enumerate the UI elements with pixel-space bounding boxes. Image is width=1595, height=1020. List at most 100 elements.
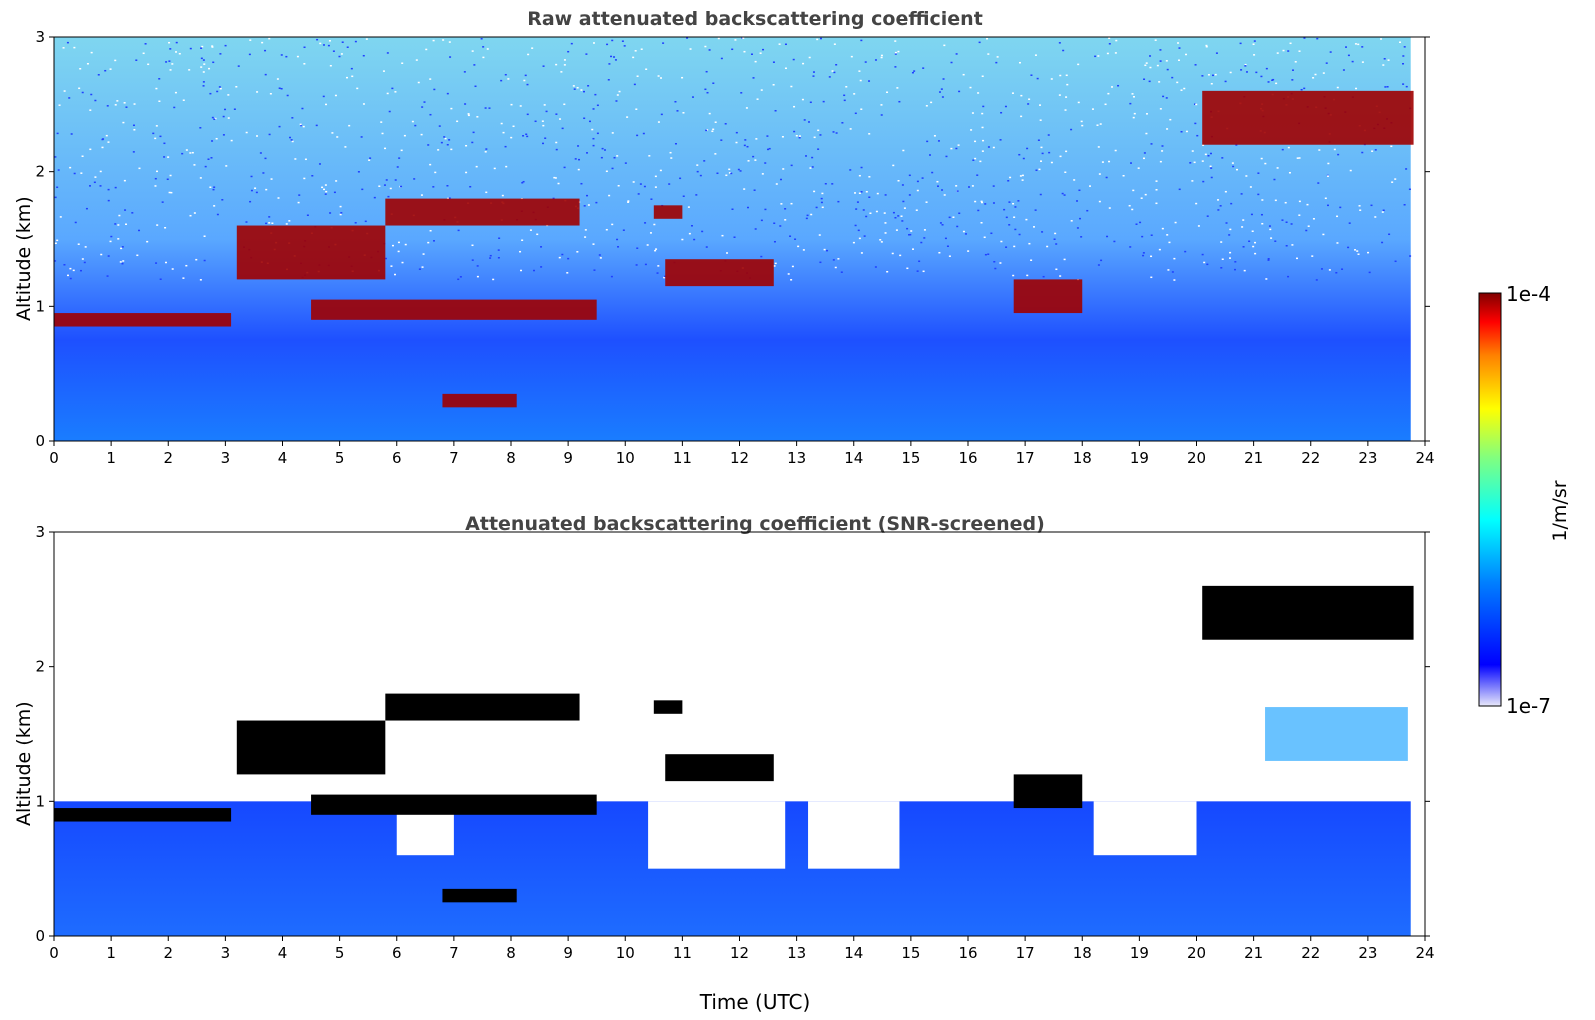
noise-speck bbox=[489, 254, 492, 257]
noise-speck bbox=[1014, 228, 1017, 231]
noise-speck bbox=[133, 129, 136, 131]
noise-speck bbox=[1026, 147, 1029, 150]
noise-speck bbox=[598, 254, 601, 256]
noise-speck bbox=[66, 41, 69, 44]
noise-speck bbox=[705, 70, 708, 73]
noise-speck bbox=[874, 266, 877, 268]
noise-speck bbox=[663, 276, 666, 279]
noise-speck bbox=[615, 100, 618, 102]
noise-speck bbox=[1287, 50, 1290, 52]
x-tick-label: 14 bbox=[844, 449, 863, 467]
noise-speck bbox=[566, 272, 569, 274]
noise-speck bbox=[1197, 225, 1200, 227]
noise-speck bbox=[72, 269, 75, 272]
noise-speck bbox=[642, 132, 645, 135]
noise-speck bbox=[268, 37, 271, 40]
noise-speck bbox=[212, 61, 215, 64]
noise-speck bbox=[1355, 87, 1358, 90]
noise-speck bbox=[754, 228, 757, 230]
noise-speck bbox=[790, 85, 793, 88]
noise-speck bbox=[277, 197, 280, 199]
noise-speck bbox=[202, 81, 205, 83]
noise-speck bbox=[212, 188, 215, 191]
noise-speck bbox=[542, 65, 545, 67]
noise-speck bbox=[1054, 232, 1057, 235]
noise-speck bbox=[132, 124, 135, 127]
noise-speck bbox=[369, 157, 372, 159]
noise-speck bbox=[335, 180, 338, 182]
noise-speck bbox=[300, 124, 303, 127]
noise-speck bbox=[249, 39, 252, 41]
noise-speck bbox=[604, 149, 607, 151]
noise-speck bbox=[974, 140, 977, 143]
noise-speck bbox=[1145, 113, 1148, 115]
noise-speck bbox=[690, 225, 693, 227]
noise-speck bbox=[1193, 103, 1196, 105]
noise-speck bbox=[224, 44, 227, 47]
noise-speck bbox=[106, 105, 109, 107]
noise-speck bbox=[1271, 79, 1274, 81]
noise-speck bbox=[1042, 275, 1045, 278]
noise-speck bbox=[592, 144, 595, 147]
noise-speck bbox=[339, 205, 342, 208]
noise-speck bbox=[66, 274, 69, 277]
noise-speck bbox=[446, 92, 449, 95]
noise-speck bbox=[659, 169, 662, 172]
noise-speck bbox=[218, 86, 221, 88]
noise-speck bbox=[911, 71, 914, 74]
noise-speck bbox=[182, 99, 185, 101]
noise-speck bbox=[1173, 257, 1176, 260]
noise-speck bbox=[820, 201, 823, 204]
noise-speck bbox=[465, 144, 468, 147]
noise-speck bbox=[1143, 78, 1146, 80]
noise-speck bbox=[278, 87, 281, 89]
noise-speck bbox=[328, 40, 331, 42]
cloud-feature bbox=[1013, 279, 1083, 314]
noise-speck bbox=[545, 110, 548, 113]
noise-speck bbox=[1201, 160, 1204, 162]
noise-speck bbox=[394, 91, 397, 93]
noise-speck bbox=[1165, 97, 1168, 99]
noise-speck bbox=[880, 54, 883, 57]
noise-speck bbox=[818, 234, 821, 236]
noise-speck bbox=[1329, 51, 1332, 53]
noise-speck bbox=[1307, 225, 1310, 227]
noise-speck bbox=[724, 123, 727, 125]
noise-speck bbox=[485, 191, 488, 194]
noise-speck bbox=[1058, 94, 1061, 96]
noise-speck bbox=[743, 50, 746, 53]
noise-speck bbox=[164, 261, 167, 264]
noise-speck bbox=[801, 98, 804, 101]
noise-speck bbox=[585, 53, 588, 55]
noise-speck bbox=[1358, 205, 1361, 207]
noise-speck bbox=[938, 251, 941, 254]
noise-speck bbox=[81, 258, 84, 260]
noise-speck bbox=[378, 185, 381, 187]
noise-speck bbox=[1274, 240, 1277, 242]
noise-speck bbox=[795, 134, 798, 137]
noise-speck bbox=[182, 277, 185, 279]
noise-speck bbox=[476, 265, 479, 267]
noise-speck bbox=[397, 250, 400, 253]
noise-speck bbox=[333, 191, 336, 194]
noise-speck bbox=[1265, 67, 1268, 70]
noise-speck bbox=[955, 53, 958, 55]
noise-speck bbox=[325, 190, 328, 193]
noise-speck bbox=[136, 254, 139, 257]
noise-speck bbox=[388, 110, 391, 113]
noise-speck bbox=[401, 261, 404, 264]
noise-speck bbox=[1371, 150, 1374, 152]
noise-speck bbox=[334, 94, 337, 97]
noise-speck bbox=[280, 87, 283, 90]
noise-speck bbox=[117, 238, 120, 240]
noise-speck bbox=[1327, 162, 1330, 165]
noise-speck bbox=[201, 45, 204, 48]
noise-speck bbox=[1298, 157, 1301, 159]
noise-speck bbox=[291, 117, 294, 119]
noise-speck bbox=[605, 170, 608, 173]
noise-speck bbox=[1059, 275, 1062, 277]
noise-speck bbox=[1354, 249, 1357, 251]
noise-speck bbox=[1248, 240, 1251, 243]
noise-speck bbox=[837, 200, 840, 203]
noise-speck bbox=[1005, 246, 1008, 248]
